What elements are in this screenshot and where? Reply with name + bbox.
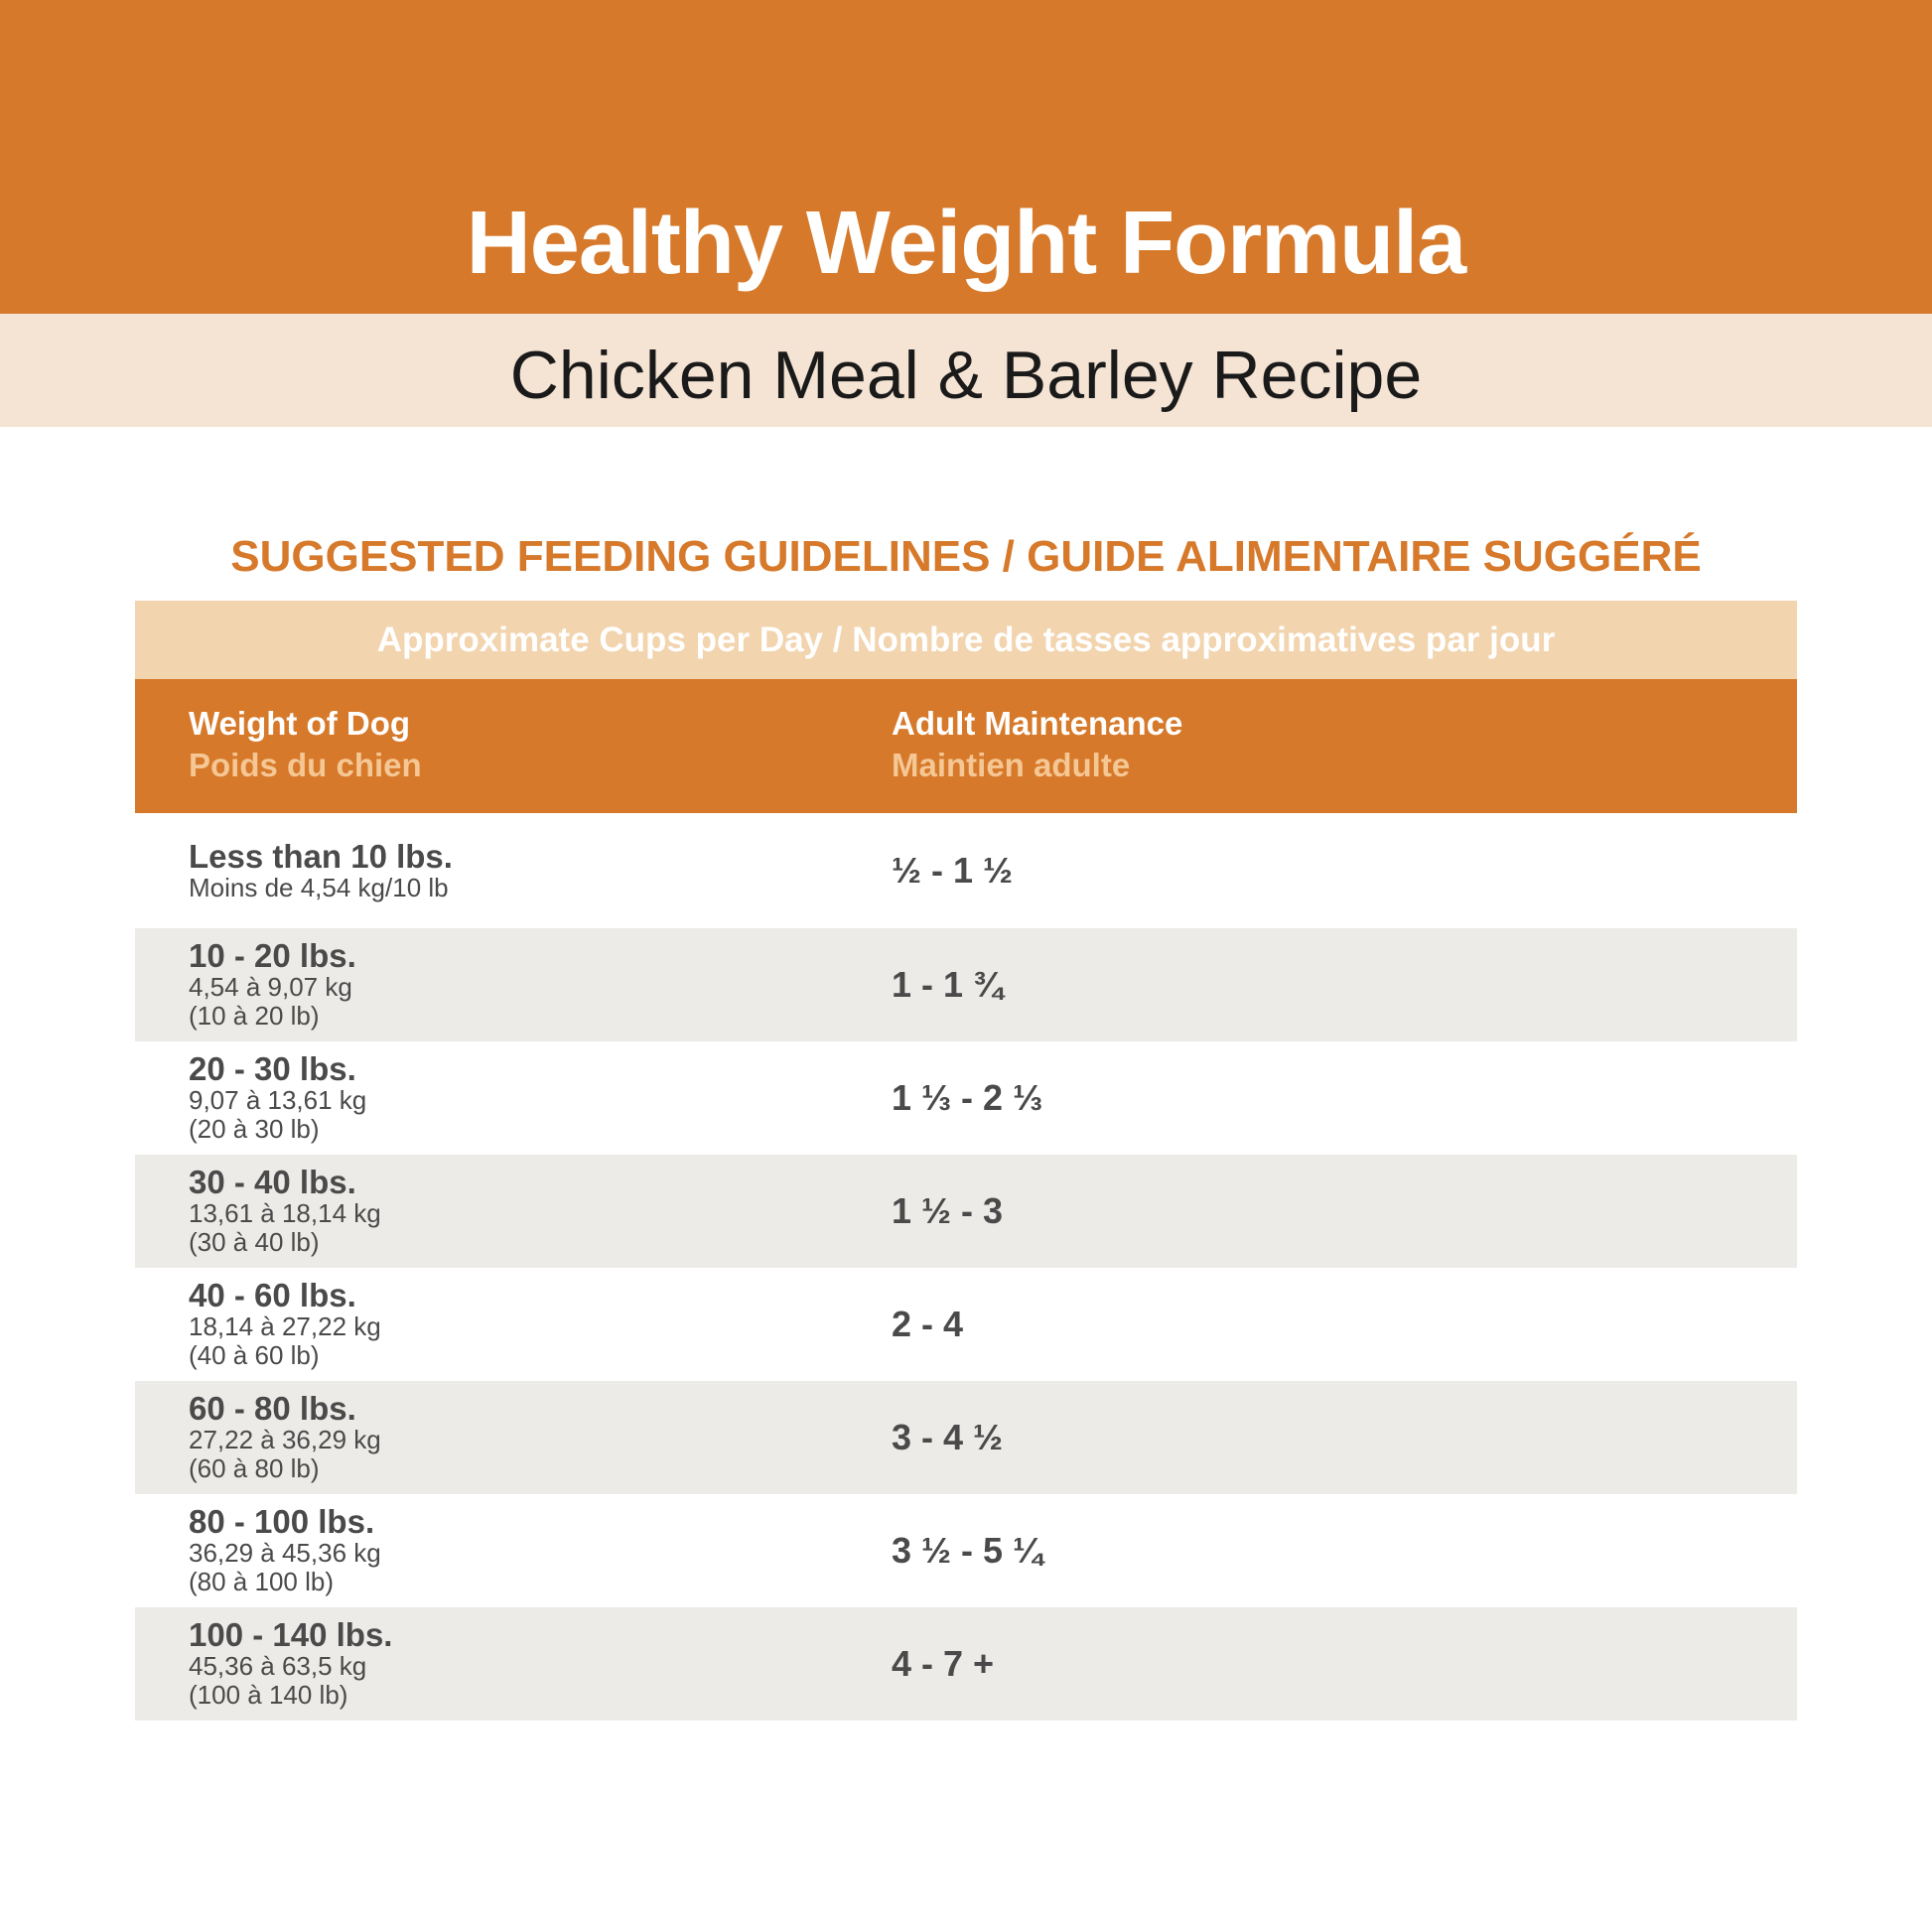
weight-metric: Moins de 4,54 kg/10 lb xyxy=(189,872,449,902)
cups-amount: ½ - 1 ½ xyxy=(892,850,1014,891)
feeding-guidelines-heading: SUGGESTED FEEDING GUIDELINES / GUIDE ALI… xyxy=(230,532,1702,581)
feeding-table: Approximate Cups per Day / Nombre de tas… xyxy=(135,601,1797,1721)
weight-header-en: Weight of Dog xyxy=(189,705,411,742)
cups-amount: 3 - 4 ½ xyxy=(892,1417,1004,1457)
table-row: 20 - 30 lbs. 9,07 à 13,61 kg (20 à 30 lb… xyxy=(135,1041,1797,1155)
amount-column-header: Adult Maintenance Maintien adulte xyxy=(892,703,1182,786)
weight-metric: 45,36 à 63,5 kg xyxy=(189,1651,367,1681)
weight-metric: 9,07 à 13,61 kg xyxy=(189,1085,367,1115)
weight-metric: 36,29 à 45,36 kg xyxy=(189,1538,381,1568)
weight-cell: 60 - 80 lbs. 27,22 à 36,29 kg (60 à 80 l… xyxy=(189,1392,381,1483)
weight-cell: 30 - 40 lbs. 13,61 à 18,14 kg (30 à 40 l… xyxy=(189,1166,381,1257)
weight-cell: 10 - 20 lbs. 4,54 à 9,07 kg (10 à 20 lb) xyxy=(189,939,356,1031)
weight-metric-lb: (100 à 140 lb) xyxy=(189,1680,348,1710)
table-header: Weight of Dog Poids du chien Adult Maint… xyxy=(135,679,1797,813)
weight-range: 10 - 20 lbs. xyxy=(189,937,356,974)
weight-column-header: Weight of Dog Poids du chien xyxy=(189,703,422,786)
table-row: Less than 10 lbs. Moins de 4,54 kg/10 lb… xyxy=(135,813,1797,928)
amount-header-fr: Maintien adulte xyxy=(892,747,1131,783)
cups-amount: 1 - 1 ¾ xyxy=(892,964,1004,1005)
weight-metric: 13,61 à 18,14 kg xyxy=(189,1198,381,1228)
weight-range: 60 - 80 lbs. xyxy=(189,1390,356,1427)
table-row: 10 - 20 lbs. 4,54 à 9,07 kg (10 à 20 lb)… xyxy=(135,928,1797,1041)
cups-amount: 1 ½ - 3 xyxy=(892,1190,1004,1231)
cups-amount: 2 - 4 xyxy=(892,1304,964,1344)
subtitle-band xyxy=(0,314,1932,427)
weight-metric-lb: (80 à 100 lb) xyxy=(189,1567,334,1596)
weight-cell: 40 - 60 lbs. 18,14 à 27,22 kg (40 à 60 l… xyxy=(189,1279,381,1370)
weight-range: 100 - 140 lbs. xyxy=(189,1616,393,1653)
weight-range: 20 - 30 lbs. xyxy=(189,1050,356,1087)
weight-range: Less than 10 lbs. xyxy=(189,837,453,875)
cups-amount: 1 ⅓ - 2 ⅓ xyxy=(892,1077,1043,1118)
weight-range: 80 - 100 lbs. xyxy=(189,1503,375,1540)
cups-amount: 4 - 7 + xyxy=(892,1643,995,1684)
weight-metric-lb: (10 à 20 lb) xyxy=(189,1001,320,1031)
cups-per-day-banner: Approximate Cups per Day / Nombre de tas… xyxy=(135,601,1797,679)
amount-header-en: Adult Maintenance xyxy=(892,705,1183,742)
weight-metric-lb: (60 à 80 lb) xyxy=(189,1453,320,1483)
table-row: 80 - 100 lbs. 36,29 à 45,36 kg (80 à 100… xyxy=(135,1494,1797,1607)
weight-metric: 4,54 à 9,07 kg xyxy=(189,972,352,1002)
weight-header-fr: Poids du chien xyxy=(189,747,422,783)
table-row: 60 - 80 lbs. 27,22 à 36,29 kg (60 à 80 l… xyxy=(135,1381,1797,1494)
weight-metric-lb: (20 à 30 lb) xyxy=(189,1114,320,1144)
weight-cell: 20 - 30 lbs. 9,07 à 13,61 kg (20 à 30 lb… xyxy=(189,1052,366,1144)
table-row: 40 - 60 lbs. 18,14 à 27,22 kg (40 à 60 l… xyxy=(135,1268,1797,1381)
title-band xyxy=(0,0,1932,314)
weight-metric-lb: (30 à 40 lb) xyxy=(189,1227,320,1257)
weight-metric: 18,14 à 27,22 kg xyxy=(189,1311,381,1341)
page-title: Healthy Weight Formula xyxy=(466,194,1466,293)
cups-amount: 3 ½ - 5 ¼ xyxy=(892,1530,1043,1571)
page-subtitle: Chicken Meal & Barley Recipe xyxy=(509,338,1423,413)
weight-metric-lb: (40 à 60 lb) xyxy=(189,1340,320,1370)
weight-cell: 80 - 100 lbs. 36,29 à 45,36 kg (80 à 100… xyxy=(189,1505,381,1596)
weight-range: 40 - 60 lbs. xyxy=(189,1277,356,1313)
weight-metric: 27,22 à 36,29 kg xyxy=(189,1425,381,1454)
weight-cell: 100 - 140 lbs. 45,36 à 63,5 kg (100 à 14… xyxy=(189,1618,392,1710)
weight-range: 30 - 40 lbs. xyxy=(189,1164,356,1200)
weight-cell: Less than 10 lbs. Moins de 4,54 kg/10 lb xyxy=(189,837,453,902)
table-row: 100 - 140 lbs. 45,36 à 63,5 kg (100 à 14… xyxy=(135,1607,1797,1721)
table-row: 30 - 40 lbs. 13,61 à 18,14 kg (30 à 40 l… xyxy=(135,1155,1797,1268)
